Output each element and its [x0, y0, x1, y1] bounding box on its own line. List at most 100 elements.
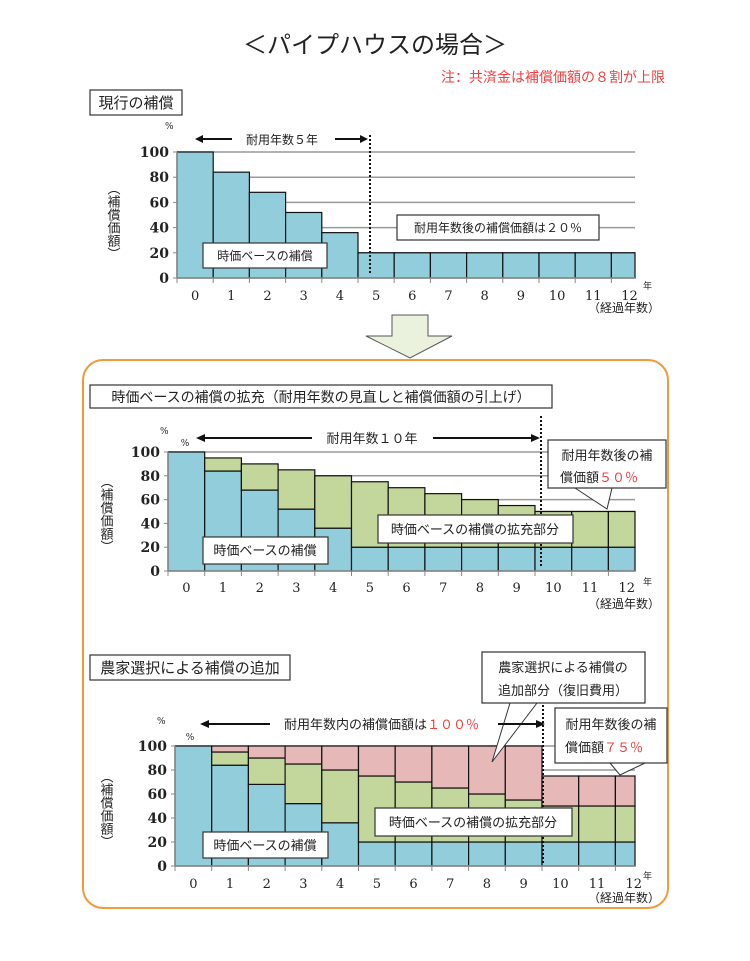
callout-3-value: ７５％: [604, 741, 643, 756]
bar-extension: [578, 805, 617, 843]
x-tick-label: 8: [483, 877, 491, 892]
x-tick-label: 1: [226, 877, 234, 892]
x-tick-label: 2: [263, 289, 271, 304]
y-tick-label: 100: [131, 445, 160, 461]
callout-add-line2: 追加部分（復旧費用）: [498, 683, 628, 699]
x-tick-label: 8: [481, 289, 489, 304]
y-axis-label: （補償価額）: [105, 182, 121, 260]
x-tick-label: 2: [263, 877, 271, 892]
extension-label-box-2: [377, 514, 574, 544]
bar-extension: [277, 469, 316, 510]
span-label-3-value: １００％: [427, 718, 479, 733]
span-arrow-2: 耐用年数１０年: [196, 432, 540, 447]
section3-heading-box: [89, 654, 291, 681]
bar-base: [393, 252, 432, 279]
x-tick-label: 2: [256, 581, 264, 596]
x-tick-label: 6: [409, 877, 417, 892]
x-tick-label: 0: [191, 289, 199, 304]
callout-box-3: [554, 707, 668, 764]
y-axis-label: （補償価額）: [98, 475, 114, 553]
percent-label: %: [165, 122, 174, 132]
bar-base: [538, 252, 576, 279]
span-arrow-3: 耐用年数内の補償価額は１００％: [200, 717, 545, 733]
callout-pointer-add: [491, 702, 538, 763]
percent-label-3b: %: [186, 733, 195, 743]
bar-base: [461, 546, 499, 572]
bar-additional: [247, 745, 286, 759]
callout-add-line1: 農家選択による補償の: [498, 660, 628, 676]
bar-base: [431, 841, 470, 867]
percent-label: %: [157, 717, 166, 727]
x-tick-label: 12: [618, 581, 635, 596]
x-axis-label: （経過年数）: [588, 596, 660, 611]
section2-heading: 時価ベースの補償の拡充（耐用年数の見直しと補償価額の引上げ）: [111, 389, 530, 406]
bar-base: [614, 841, 636, 867]
bar-base: [571, 546, 610, 572]
x-tick-label: 0: [182, 581, 190, 596]
x-tick-label: 8: [476, 581, 484, 596]
x-tick-label: 10: [552, 877, 569, 892]
bar-base: [541, 841, 580, 867]
x-tick-label: 1: [227, 289, 235, 304]
x-tick-label: 12: [621, 289, 638, 304]
x-tick-label: 10: [545, 581, 562, 596]
span-label-3: 耐用年数内の補償価額は１００％: [284, 717, 479, 733]
y-tick-label: 60: [148, 787, 168, 803]
x-tick-label: 11: [585, 289, 602, 304]
bar-additional: [541, 775, 580, 807]
x-tick-label: 9: [517, 289, 525, 304]
bar-base: [357, 841, 396, 867]
y-tick-label: 80: [150, 170, 170, 186]
bar-base: [502, 252, 540, 279]
x-axis-label: （経過年数）: [588, 300, 660, 315]
span-label-2: 耐用年数１０年: [326, 432, 417, 447]
callout-3-line2: 償価額７５％: [565, 741, 643, 756]
extension-label-box-3: [374, 807, 573, 837]
y-tick-label: 40: [150, 221, 170, 237]
year-unit-label: 年: [643, 870, 652, 882]
bar-base: [429, 252, 468, 279]
x-tick-label: 1: [219, 581, 227, 596]
x-tick-label: 4: [329, 581, 337, 596]
bar-base: [394, 841, 433, 867]
x-tick-label: 9: [513, 581, 521, 596]
y-tick-label: 20: [150, 246, 170, 262]
callout-pointer-2: [574, 487, 613, 510]
y-tick-label: 60: [141, 493, 161, 509]
bar-additional: [504, 745, 543, 801]
callout-box-2: [547, 439, 667, 489]
section1-heading-box: [89, 89, 183, 116]
bar-base: [497, 546, 536, 572]
section2-heading-box: [89, 384, 553, 409]
bar-extension: [614, 805, 636, 843]
callout-pointer-3: [609, 762, 646, 776]
bar-extension: [607, 510, 636, 548]
y-tick-label: 80: [141, 469, 161, 485]
down-arrow-icon: [365, 314, 453, 359]
y-axis-label: （補償価額）: [98, 770, 114, 848]
bar-extension: [571, 510, 610, 548]
x-tick-label: 6: [402, 581, 410, 596]
base-label-box-1: [202, 242, 328, 269]
bar-extension: [314, 475, 353, 529]
x-tick-label: 3: [292, 581, 300, 596]
callout-box-add: [481, 651, 646, 704]
bar-additional: [321, 745, 360, 771]
bar-additional: [357, 745, 396, 777]
bar-base: [504, 841, 543, 867]
callout-2-value: ５０％: [599, 471, 638, 486]
y-tick-label: 0: [159, 271, 169, 287]
year-unit-label: 年: [643, 576, 652, 588]
bar-extension: [247, 757, 286, 785]
y-tick-label: 20: [141, 540, 161, 556]
x-tick-label: 3: [299, 877, 307, 892]
base-label-2: 時価ベースの補償: [213, 544, 316, 559]
bar-base: [167, 451, 206, 572]
improvement-frame: [82, 359, 669, 909]
bar-base: [578, 841, 617, 867]
x-tick-label: 11: [582, 581, 599, 596]
x-tick-label: 11: [589, 877, 606, 892]
bar-extension: [284, 763, 323, 805]
span-arrow-1: 耐用年数５年: [195, 132, 368, 147]
